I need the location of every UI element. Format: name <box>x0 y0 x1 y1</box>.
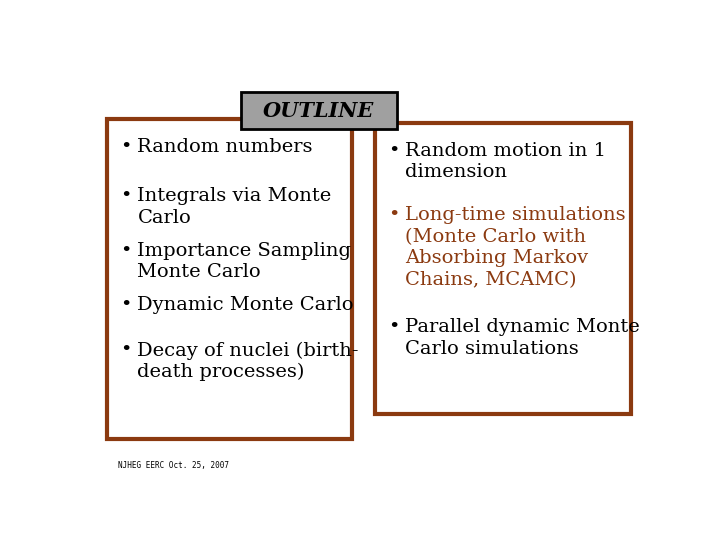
Text: Random numbers: Random numbers <box>138 138 313 156</box>
Text: OUTLINE: OUTLINE <box>263 100 374 120</box>
Text: Random motion in 1
dimension: Random motion in 1 dimension <box>405 141 606 181</box>
FancyBboxPatch shape <box>107 119 352 439</box>
Text: Integrals via Monte
Carlo: Integrals via Monte Carlo <box>138 187 332 227</box>
Text: Decay of nuclei (birth-
death processes): Decay of nuclei (birth- death processes) <box>138 341 359 381</box>
Text: Parallel dynamic Monte
Carlo simulations: Parallel dynamic Monte Carlo simulations <box>405 319 640 358</box>
Text: •: • <box>120 295 132 314</box>
Text: •: • <box>388 141 400 160</box>
Text: NJHEG EERC Oct. 25, 2007: NJHEG EERC Oct. 25, 2007 <box>118 461 229 470</box>
Text: Importance Sampling
Monte Carlo: Importance Sampling Monte Carlo <box>138 241 351 281</box>
Text: •: • <box>388 206 400 224</box>
Text: Long-time simulations
(Monte Carlo with
Absorbing Markov
Chains, MCAMC): Long-time simulations (Monte Carlo with … <box>405 206 626 289</box>
Text: •: • <box>120 341 132 359</box>
Text: •: • <box>388 319 400 336</box>
Text: •: • <box>120 241 132 260</box>
FancyBboxPatch shape <box>374 123 631 414</box>
FancyBboxPatch shape <box>240 92 397 129</box>
Text: Dynamic Monte Carlo: Dynamic Monte Carlo <box>138 295 354 314</box>
Text: •: • <box>120 187 132 205</box>
Text: •: • <box>120 138 132 156</box>
